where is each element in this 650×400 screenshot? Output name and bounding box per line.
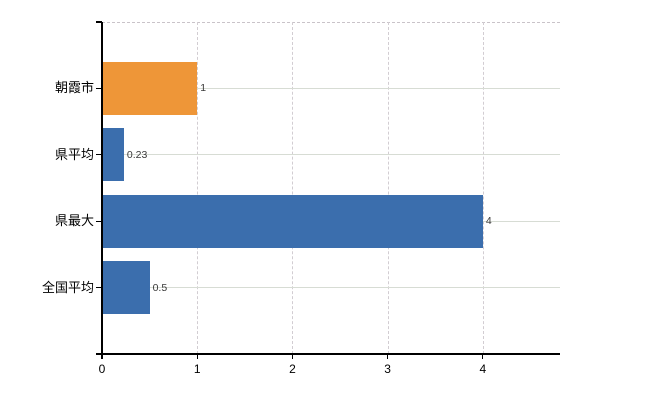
x-axis-line [96, 353, 560, 355]
y-axis-tick [96, 21, 102, 23]
x-axis-tick [101, 354, 103, 359]
y-axis-tick [96, 287, 102, 289]
y-axis-line [101, 22, 103, 359]
x-axis-tick [196, 354, 198, 359]
value-label: 0.23 [126, 148, 148, 161]
plot-area-top-border [102, 22, 560, 23]
bar [103, 128, 124, 182]
y-axis-tick [96, 154, 102, 156]
y-axis-tick [96, 220, 102, 222]
horizontal-gridline [102, 87, 560, 89]
x-axis-tick [482, 354, 484, 359]
category-label: 県最大 [54, 213, 94, 229]
bar [103, 261, 150, 315]
category-label: 朝霞市 [54, 80, 94, 96]
value-label: 1 [200, 82, 207, 95]
x-axis-tick-label: 4 [479, 362, 487, 376]
vertical-gridline [292, 22, 294, 354]
vertical-gridline [387, 22, 389, 354]
x-axis-tick-label: 0 [98, 362, 106, 376]
y-axis-tick [96, 87, 102, 89]
x-axis-tick-label: 2 [289, 362, 296, 376]
value-label: 0.5 [152, 281, 168, 294]
bar [103, 61, 198, 115]
horizontal-gridline [102, 154, 560, 156]
category-label: 県平均 [54, 146, 94, 162]
vertical-gridline [482, 22, 484, 354]
value-label: 4 [485, 215, 492, 228]
bar [103, 194, 483, 248]
category-label: 全国平均 [41, 279, 94, 295]
x-axis-tick [291, 354, 294, 359]
x-axis-tick-label: 1 [193, 362, 201, 376]
horizontal-gridline [102, 287, 560, 289]
x-axis-tick-label: 3 [384, 362, 391, 376]
x-axis-tick [387, 354, 389, 359]
vertical-gridline [197, 22, 199, 354]
